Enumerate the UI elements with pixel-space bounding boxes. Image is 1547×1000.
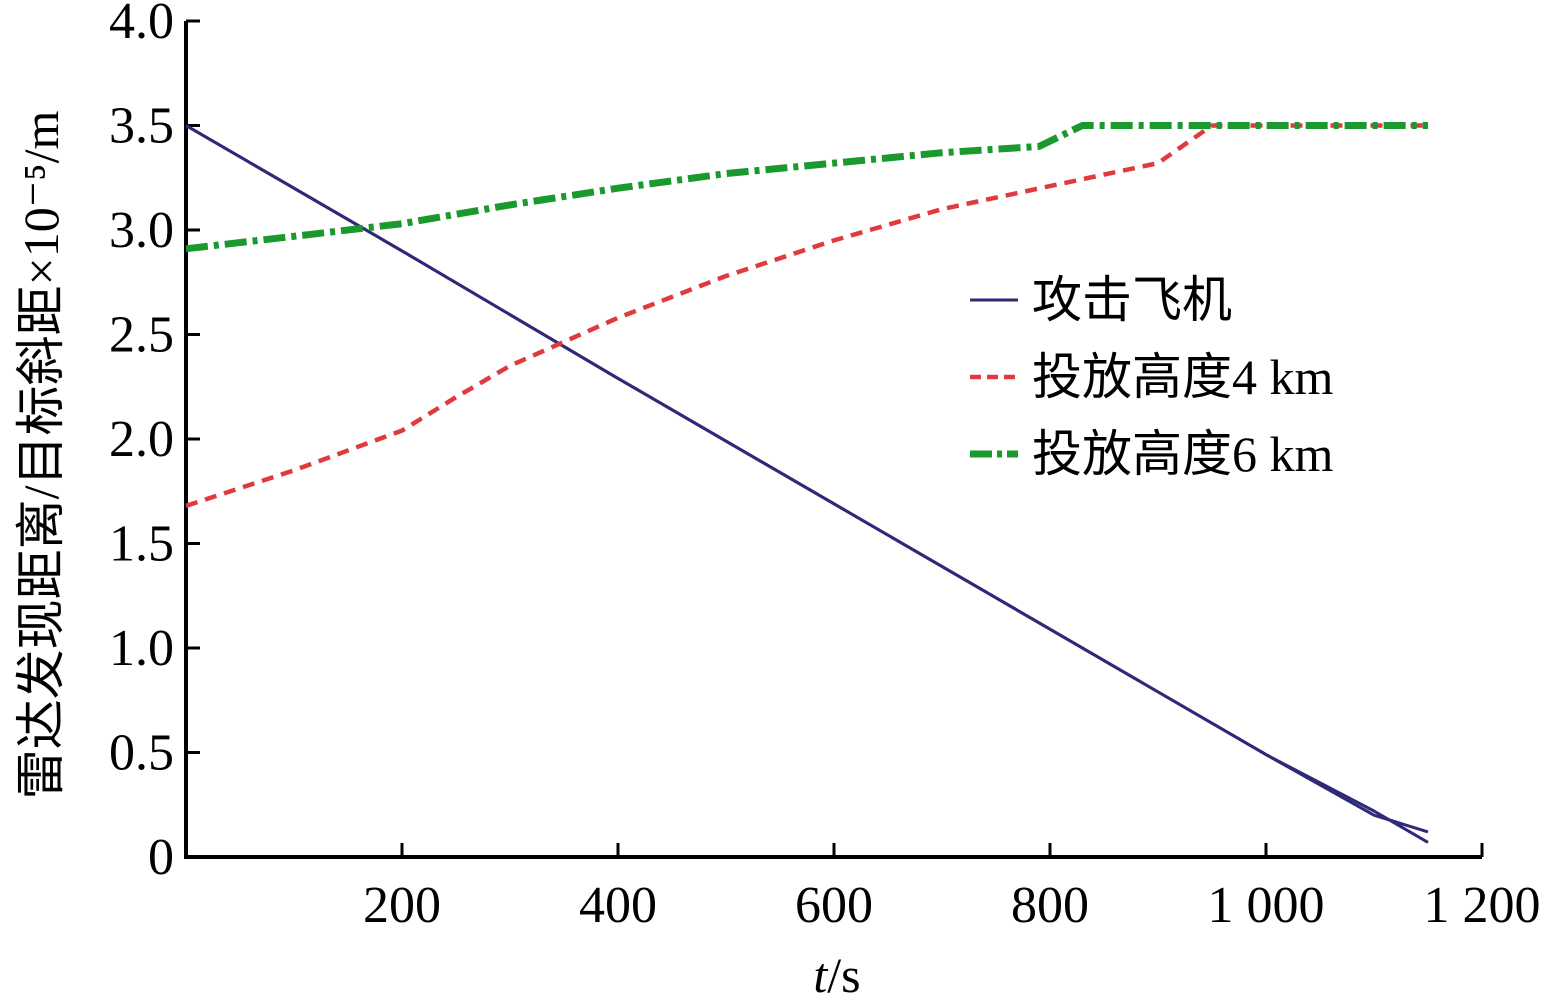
y-axis-ticks: 0 0.5 1.0 1.5 2.0 2.5 3.0 3.5 4.0 [109,0,200,886]
x-tick-label: 800 [1011,877,1089,934]
legend-label: 攻击飞机 [1032,272,1232,328]
x-tick-label: 1 200 [1424,877,1541,934]
series-layer [185,122,1429,844]
x-tick-label: 400 [579,877,657,934]
x-tick-label: 200 [363,877,441,934]
y-tick-label: 1.0 [109,620,174,677]
y-tick-label: 0 [148,829,174,886]
y-tick-label: 0.5 [109,725,174,782]
y-axis-label: 雷达发现距离/目标斜距×10⁻⁵/m [13,111,69,800]
series-line-1 [185,124,1429,844]
x-axis-label: t/s [813,947,860,1000]
legend-label: 投放高度4 km [1032,349,1333,405]
series-line-2 [185,123,1428,509]
legend-label: 投放高度6 km [1032,426,1333,482]
x-tick-label: 600 [795,877,873,934]
y-tick-label: 2.5 [109,307,174,364]
y-tick-label: 1.5 [109,516,174,573]
x-tick-label: 1 000 [1208,877,1325,934]
series-line-3 [185,122,1428,253]
y-tick-label: 3.0 [109,202,174,259]
y-tick-label: 2.0 [109,411,174,468]
y-tick-label: 4.0 [109,0,174,50]
x-axis-ticks: 200 400 600 800 1 000 1 200 [363,843,1541,934]
y-tick-label: 3.5 [109,98,174,155]
